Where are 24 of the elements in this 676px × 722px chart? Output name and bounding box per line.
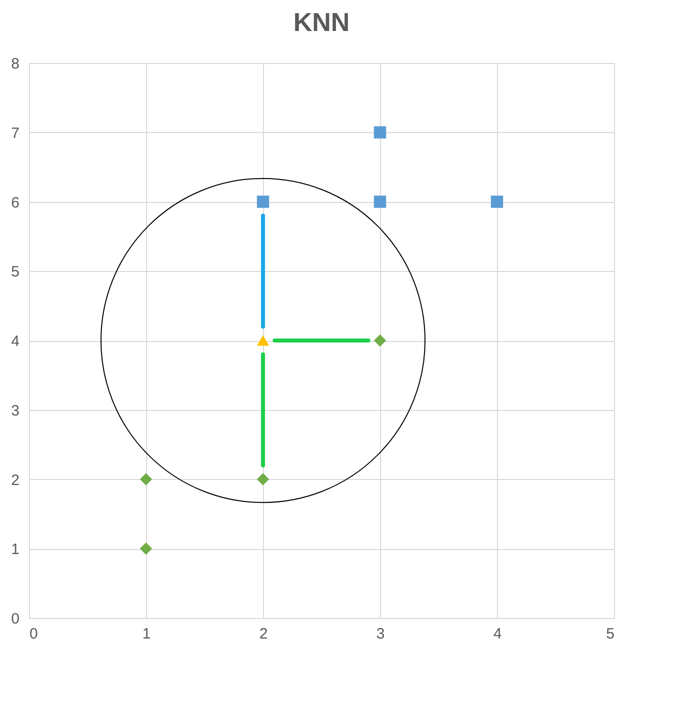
- y-tick-label: 6: [11, 194, 20, 212]
- point: [490, 196, 504, 208]
- y-tick-label: 4: [11, 333, 20, 350]
- y-tick-label: 7: [11, 124, 20, 142]
- point: [256, 473, 270, 486]
- point: [140, 473, 152, 486]
- x-tick-label: 0: [30, 626, 38, 642]
- y-tick-label: 2: [11, 472, 20, 489]
- y-tick-label: 0: [11, 610, 20, 628]
- x-tick-label: 3: [376, 626, 385, 642]
- point: [256, 196, 270, 208]
- chart-title: KNN: [293, 7, 350, 37]
- y-tick-label: 1: [11, 541, 20, 558]
- x-tick-label: 2: [259, 626, 268, 642]
- point: [374, 126, 386, 138]
- y-tick-label: 3: [11, 402, 20, 420]
- x-tick-label: 1: [142, 626, 151, 642]
- y-tick-label: 8: [11, 56, 20, 72]
- point: [374, 196, 386, 208]
- x-tick-label: 5: [606, 626, 614, 642]
- y-tick-label: 5: [11, 264, 20, 281]
- x-tick-label: 4: [493, 626, 502, 642]
- point: [140, 542, 152, 555]
- point: [374, 334, 386, 347]
